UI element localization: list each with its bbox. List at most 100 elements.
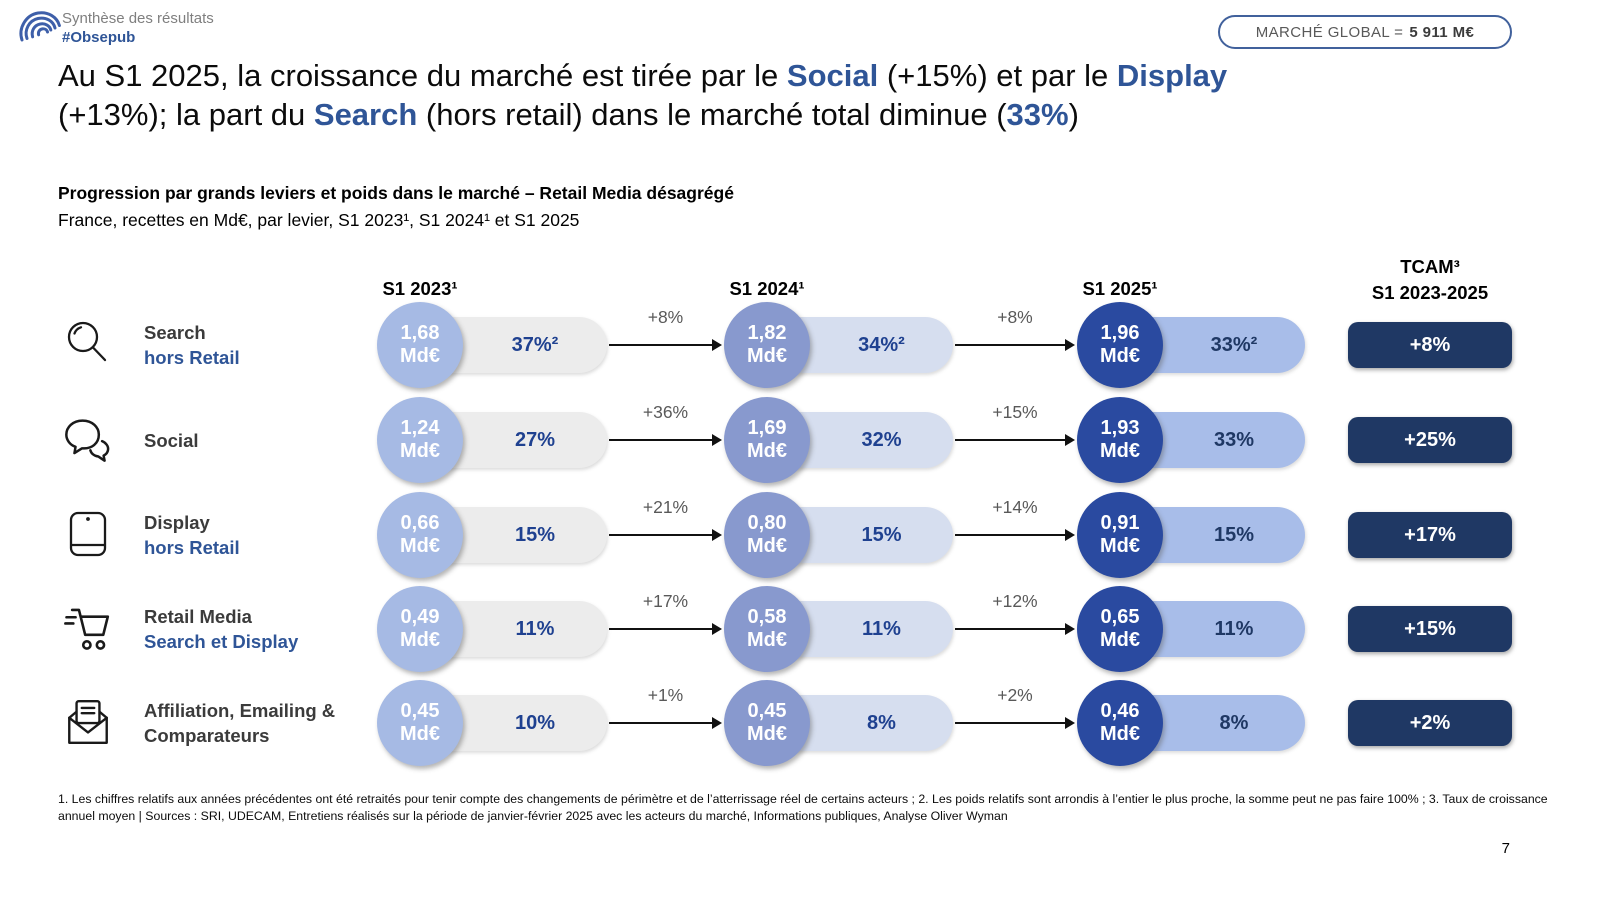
arrow-line [955, 439, 1065, 441]
arrow-head [1065, 434, 1075, 446]
growth-label: +15% [992, 402, 1038, 422]
row-label: Display hors Retail [144, 493, 372, 577]
chart-subheading: France, recettes en Md€, par levier, S1 … [58, 210, 580, 230]
revenue-circle: 0,49 Md€ [377, 586, 463, 672]
revenue-circle: 1,24 Md€ [377, 397, 463, 483]
arrow-head [712, 434, 722, 446]
title-segment: 33% [1006, 97, 1069, 132]
growth-label: +21% [642, 497, 689, 517]
growth-label: +8% [997, 307, 1033, 327]
tcam-box: +17% [1348, 512, 1512, 558]
footnote: 1. Les chiffres relatifs aux années préc… [58, 792, 1548, 823]
row-label: Search hors Retail [144, 303, 372, 387]
shopping-cart-icon [62, 602, 114, 654]
share-value: 11% [862, 618, 901, 640]
arrow-head [712, 529, 722, 541]
arrow-head [1065, 339, 1075, 351]
row-name: Affiliation, Emailing & Comparateurs [144, 700, 336, 746]
share-value: 10% [514, 712, 556, 734]
tcam-box: +15% [1348, 606, 1512, 652]
column-header-period-0: S1 2023¹ [382, 278, 458, 299]
header-hashtag: #Obsepub [62, 29, 136, 46]
title-segment: Search [313, 97, 418, 132]
arrow-line [609, 534, 712, 536]
title-segment: Display [1116, 58, 1228, 93]
page-number: 7 [1501, 840, 1510, 857]
growth-label: +12% [992, 591, 1038, 611]
column-header-tcam: TCAM³ S1 2023-2025 [1371, 256, 1489, 303]
arrow-line [955, 628, 1065, 630]
magnifier-icon [62, 318, 114, 370]
market-total-label: MARCHÉ GLOBAL = [1255, 23, 1404, 41]
revenue-circle: 0,45 Md€ [377, 680, 463, 766]
title-segment: (+15%) et par le [878, 58, 1117, 93]
share-value: 8% [1219, 712, 1249, 734]
chat-bubbles-icon [62, 413, 114, 465]
row-label: Social [144, 398, 372, 482]
column-header-period-2: S1 2025¹ [1082, 278, 1158, 299]
growth-label: +1% [647, 685, 684, 705]
row-name: Social [144, 429, 199, 451]
revenue-circle: 0,80 Md€ [724, 492, 810, 578]
share-value: 37%² [511, 334, 559, 356]
revenue-circle: 0,65 Md€ [1077, 586, 1163, 672]
tcam-box: +2% [1348, 700, 1512, 746]
row-label: Retail Media Search et Display [144, 587, 372, 671]
title-segment: (hors retail) dans le marché total dimin… [417, 97, 1007, 132]
arrow-line [955, 722, 1065, 724]
chart-heading: Progression par grands leviers et poids … [58, 183, 734, 203]
arrow-line [609, 722, 712, 724]
revenue-circle: 0,45 Md€ [724, 680, 810, 766]
growth-label: +8% [647, 307, 684, 327]
revenue-circle: 0,46 Md€ [1077, 680, 1163, 766]
envelope-icon [62, 696, 114, 748]
share-value: 11% [1214, 618, 1254, 640]
arrow-head [712, 717, 722, 729]
revenue-circle: 1,93 Md€ [1077, 397, 1163, 483]
arrow-line [955, 344, 1065, 346]
header-subtitle: Synthèse des résultats [62, 10, 214, 27]
growth-label: +36% [642, 402, 689, 422]
title-segment: Social [786, 58, 879, 93]
row-label: Affiliation, Emailing & Comparateurs [144, 681, 372, 765]
title-segment: ) [1068, 97, 1079, 132]
arrow-head [1065, 529, 1075, 541]
share-value: 8% [867, 712, 896, 734]
arrow-head [712, 623, 722, 635]
share-value: 34%² [858, 334, 905, 356]
market-total-badge: MARCHÉ GLOBAL = 5 911 M€ [1218, 15, 1512, 49]
row-name: Search [144, 322, 206, 343]
market-total-value: 5 911 M€ [1409, 23, 1475, 41]
arrow-line [955, 534, 1065, 536]
share-value: 15% [514, 524, 556, 546]
share-value: 11% [515, 618, 555, 640]
growth-label: +14% [992, 497, 1038, 517]
share-value: 15% [1213, 524, 1255, 546]
arrow-line [609, 628, 712, 630]
share-value: 15% [861, 524, 902, 546]
tcam-box: +8% [1348, 322, 1512, 368]
revenue-circle: 0,66 Md€ [377, 492, 463, 578]
growth-label: +2% [997, 685, 1033, 705]
revenue-circle: 0,91 Md€ [1077, 492, 1163, 578]
title-segment: Au S1 2025, la croissance du marché est … [58, 58, 787, 93]
page-title: Au S1 2025, la croissance du marché est … [58, 56, 1478, 134]
growth-label: +17% [642, 591, 689, 611]
obsepub-logo [16, 6, 62, 53]
arrow-head [1065, 717, 1075, 729]
arrow-head [1065, 623, 1075, 635]
row-sublabel: hors Retail [144, 537, 240, 558]
row-name: Display [144, 512, 210, 533]
arrow-line [609, 344, 712, 346]
row-sublabel: Search et Display [144, 631, 299, 652]
revenue-circle: 1,96 Md€ [1077, 302, 1163, 388]
revenue-circle: 0,58 Md€ [724, 586, 810, 672]
title-segment: (+13%); la part du [58, 97, 314, 132]
row-name: Retail Media [144, 606, 252, 627]
display-screen-icon [62, 508, 114, 560]
share-value: 27% [514, 429, 556, 451]
row-sublabel: hors Retail [144, 347, 240, 368]
share-value: 32% [861, 429, 902, 451]
